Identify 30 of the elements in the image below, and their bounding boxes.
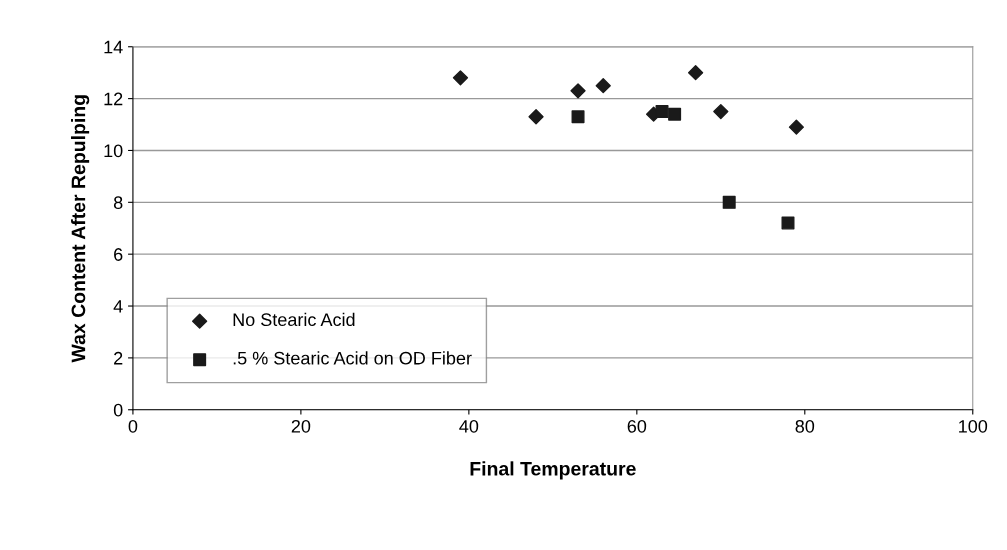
point <box>788 119 805 135</box>
x-tick-label: 100 <box>959 419 988 433</box>
y-tick-label: 0 <box>113 403 123 417</box>
x-tick-label: 80 <box>795 419 815 433</box>
y-tick-label: 12 <box>104 92 123 106</box>
legend-label: .5 % Stearic Acid on OD Fiber <box>233 351 472 365</box>
point <box>595 78 611 94</box>
y-tick-label: 10 <box>104 144 123 158</box>
y-tick-label: 14 <box>104 40 123 54</box>
point <box>781 216 795 230</box>
point <box>655 105 669 119</box>
x-tick-label: 40 <box>459 419 479 433</box>
x-axis-title: Final Temperature <box>470 461 636 480</box>
x-tick-label: 20 <box>291 419 311 433</box>
y-tick-label: 8 <box>113 196 123 210</box>
point <box>570 83 586 99</box>
y-tick-label: 4 <box>113 300 123 313</box>
y-tick-label: 6 <box>114 248 123 261</box>
legend-label: No Stearic Acid <box>233 312 355 327</box>
point <box>528 109 544 125</box>
point <box>571 110 585 124</box>
point <box>452 70 469 86</box>
x-tick-label: 60 <box>627 419 647 433</box>
point <box>668 107 682 121</box>
x-tick-label: 0 <box>128 419 138 433</box>
y-axis-title: Wax Content After Repulping <box>71 95 90 363</box>
point <box>722 195 736 209</box>
point <box>687 65 704 81</box>
y-tick-label: 2 <box>114 351 123 365</box>
point <box>713 103 729 120</box>
